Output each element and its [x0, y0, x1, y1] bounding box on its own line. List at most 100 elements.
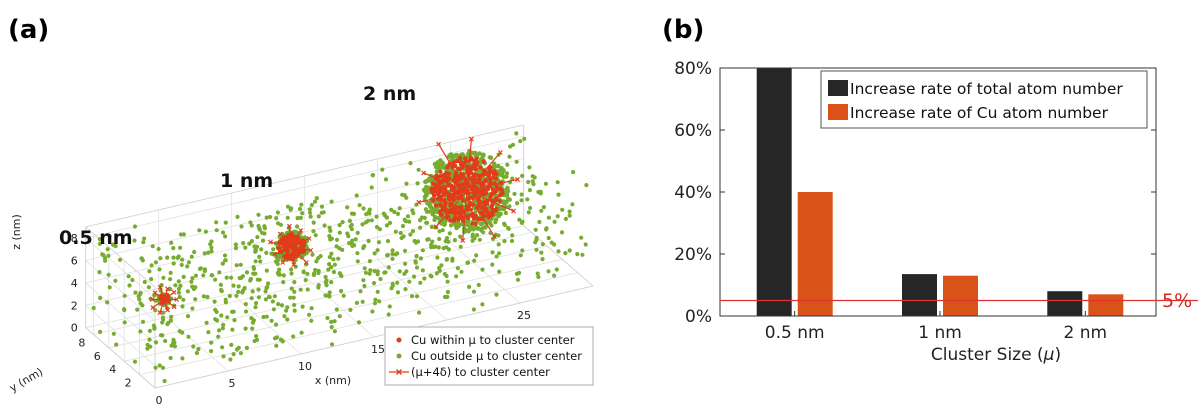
- background-point: [209, 340, 214, 345]
- background-point: [371, 281, 377, 286]
- reference-line-label: 5%: [1162, 290, 1192, 312]
- background-point: [206, 250, 211, 255]
- background-point: [357, 203, 362, 208]
- background-point: [214, 220, 219, 225]
- z-tick-label: 6: [71, 255, 78, 268]
- background-point: [362, 244, 367, 249]
- cluster-arm-marker: [491, 234, 497, 240]
- background-point: [354, 193, 359, 198]
- background-point: [301, 270, 306, 275]
- background-point: [458, 234, 463, 239]
- legend-a: Cu within μ to cluster center Cu outside…: [384, 326, 594, 386]
- background-point: [274, 254, 279, 259]
- background-point: [136, 294, 141, 299]
- cluster-point-within: [474, 162, 479, 167]
- background-point: [526, 179, 531, 185]
- background-point: [518, 139, 523, 144]
- background-point: [366, 238, 371, 244]
- background-point: [289, 271, 294, 276]
- bar-cu-1: [943, 275, 978, 316]
- cluster-point-within: [451, 195, 456, 200]
- background-point: [328, 237, 333, 242]
- cluster-arm-marker: [152, 290, 158, 296]
- background-point: [157, 363, 162, 368]
- grid-line-z-left: [85, 304, 156, 366]
- cluster-point-outside: [498, 211, 503, 217]
- cluster-arm-marker: [149, 297, 155, 302]
- background-point: [519, 198, 524, 203]
- background-point: [380, 167, 385, 172]
- background-point: [370, 173, 375, 178]
- background-point: [244, 270, 250, 275]
- background-point: [420, 268, 425, 273]
- background-point: [229, 275, 234, 280]
- background-point: [480, 302, 485, 307]
- cluster-arm-marker: [286, 223, 292, 229]
- background-point: [329, 265, 334, 270]
- background-point: [303, 278, 308, 283]
- background-point: [253, 247, 258, 252]
- background-point: [440, 228, 445, 233]
- background-point: [132, 238, 137, 243]
- background-point: [372, 301, 378, 306]
- background-point: [260, 230, 265, 235]
- bar-cu-2: [1088, 294, 1124, 316]
- background-point: [274, 216, 279, 221]
- chart-a: (a) 0510152025246802468 0.5 nm1 nm2 nm z…: [7, 15, 594, 407]
- background-point: [281, 280, 286, 285]
- background-point: [147, 328, 152, 333]
- cluster-point-within: [470, 211, 475, 216]
- bar-total-1: [902, 274, 937, 316]
- background-point: [205, 294, 210, 300]
- background-point: [384, 223, 389, 228]
- background-point: [235, 214, 240, 219]
- background-point: [142, 236, 147, 241]
- background-point: [169, 240, 174, 245]
- background-point: [420, 248, 425, 253]
- cluster-arm-marker: [165, 286, 171, 292]
- cluster-point-within: [456, 166, 461, 171]
- cluster-arm-marker: [171, 289, 177, 295]
- background-point: [401, 234, 406, 239]
- background-point: [316, 285, 321, 290]
- cluster-point-within: [465, 207, 470, 212]
- background-point: [176, 279, 181, 284]
- background-point: [539, 208, 544, 213]
- cluster-point-within: [458, 211, 463, 216]
- background-point: [510, 142, 516, 147]
- background-point: [213, 277, 218, 282]
- background-point: [470, 232, 475, 237]
- background-point: [285, 204, 291, 209]
- background-point: [334, 237, 340, 242]
- background-point: [389, 207, 394, 212]
- cluster-point-within: [483, 191, 489, 196]
- background-point: [311, 220, 316, 225]
- cluster-point-within: [499, 188, 504, 193]
- cluster-point-within: [493, 198, 499, 203]
- x-ticks-b: 0.5 nm 1 nm 2 nm: [765, 311, 1107, 343]
- background-point: [480, 267, 485, 272]
- background-point: [269, 318, 274, 323]
- background-point: [515, 201, 520, 206]
- background-point: [389, 286, 394, 291]
- legend-b-box: [820, 70, 1148, 129]
- background-point: [402, 248, 408, 253]
- background-point: [292, 280, 297, 285]
- cluster-arm-marker: [468, 136, 474, 142]
- background-point: [197, 228, 202, 233]
- cluster-point-within: [277, 245, 282, 251]
- background-point: [374, 225, 380, 230]
- background-point: [383, 213, 388, 218]
- background-point: [289, 286, 294, 291]
- cluster-point-within: [445, 191, 450, 196]
- background-point: [242, 285, 247, 291]
- background-point: [276, 272, 281, 277]
- z-tick-label: 4: [71, 277, 78, 290]
- background-point: [256, 295, 261, 300]
- cluster-point-within: [435, 185, 440, 190]
- cluster-arm: [291, 246, 307, 263]
- cluster-point-within: [460, 165, 465, 170]
- background-point: [156, 246, 161, 252]
- background-point: [559, 230, 565, 235]
- cluster-point-within: [451, 209, 456, 214]
